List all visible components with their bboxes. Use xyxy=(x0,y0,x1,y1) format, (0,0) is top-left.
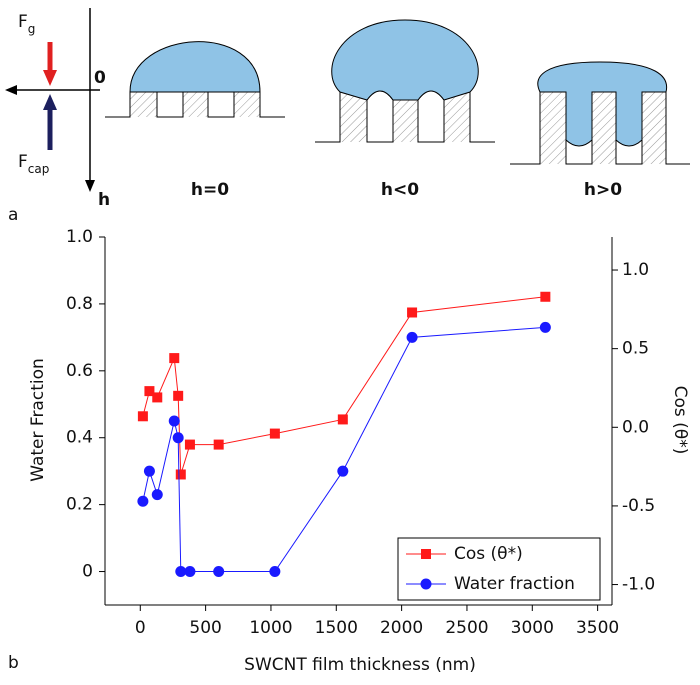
y2-tick-label: 0.0 xyxy=(622,417,649,437)
series-line xyxy=(142,296,546,475)
subscript: cap xyxy=(28,162,50,176)
y-tick-label: 1.0 xyxy=(66,227,93,247)
y2-tick-label: 1.0 xyxy=(622,260,649,280)
legend-box xyxy=(397,537,601,601)
chart: b SWCNT film thickness (nm) Water Fracti… xyxy=(8,227,690,675)
subscript: g xyxy=(28,22,36,36)
marker xyxy=(172,432,184,444)
marker xyxy=(137,495,149,507)
legend-label: Water fraction xyxy=(454,574,575,594)
arrowhead xyxy=(43,70,57,86)
axis-label: h xyxy=(98,190,110,210)
substrate xyxy=(540,92,666,164)
marker xyxy=(137,411,148,422)
arrowhead xyxy=(85,180,95,192)
x-axis-label: SWCNT film thickness (nm) xyxy=(244,655,476,675)
marker xyxy=(144,386,155,397)
symbol: F xyxy=(18,152,28,172)
marker xyxy=(540,291,551,302)
marker xyxy=(173,390,184,401)
y2-tick-label: -1.0 xyxy=(622,575,655,595)
marker xyxy=(143,465,155,477)
state-label: h<0 xyxy=(381,180,419,200)
y-tick-label: 0.6 xyxy=(66,361,93,381)
x-tick-label: 2500 xyxy=(445,618,488,638)
droplet xyxy=(129,41,261,93)
marker xyxy=(175,469,186,480)
marker xyxy=(406,331,418,343)
marker xyxy=(175,566,187,578)
marker xyxy=(152,392,163,403)
marker xyxy=(269,566,281,578)
pore xyxy=(207,91,235,118)
marker xyxy=(184,439,195,450)
y-tick-label: 0 xyxy=(82,562,93,582)
arrowhead xyxy=(43,94,57,110)
y2-tick-label: 0.5 xyxy=(622,339,649,359)
panel-label: b xyxy=(8,653,19,673)
panel-label: a xyxy=(8,205,18,225)
marker xyxy=(168,415,180,427)
x-tick-label: 1000 xyxy=(249,618,292,638)
legend-marker xyxy=(420,578,432,590)
arrowhead xyxy=(5,85,17,95)
marker xyxy=(539,321,551,333)
marker xyxy=(213,439,224,450)
y-axis-label: Water Fraction xyxy=(28,358,48,482)
x-tick-label: 1500 xyxy=(315,618,358,638)
marker xyxy=(337,414,348,425)
schematic: Fg Fcap 0 h h=0 h<0 h>0 a xyxy=(5,8,690,225)
y2-axis-label: Cos (θ*) xyxy=(670,386,690,455)
y-tick-label: 0.8 xyxy=(66,294,93,314)
droplet xyxy=(537,61,668,147)
x-tick-label: 500 xyxy=(189,618,221,638)
series-line xyxy=(142,326,546,573)
y-tick-label: 0.4 xyxy=(66,428,93,448)
state-label: h=0 xyxy=(191,180,229,200)
x-tick-label: 3500 xyxy=(576,618,619,638)
origin-label: 0 xyxy=(94,68,106,88)
legend-marker xyxy=(421,549,431,559)
x-tick-label: 3000 xyxy=(511,618,554,638)
symbol: F xyxy=(18,12,28,32)
legend-label: Cos (θ*) xyxy=(454,544,523,564)
marker xyxy=(213,566,225,578)
fg-label: Fg xyxy=(18,12,35,36)
substrate-outline xyxy=(105,91,285,118)
x-tick-label: 0 xyxy=(135,618,146,638)
marker xyxy=(407,307,418,318)
x-tick-label: 2000 xyxy=(380,618,423,638)
y-tick-label: 0.2 xyxy=(66,495,93,515)
droplet xyxy=(331,19,479,101)
fcap-label: Fcap xyxy=(18,152,49,176)
substrate xyxy=(130,92,260,117)
marker xyxy=(184,566,196,578)
state-label: h>0 xyxy=(584,180,622,200)
y2-tick-label: -0.5 xyxy=(622,496,655,516)
pore xyxy=(156,91,184,118)
marker xyxy=(151,489,163,501)
marker xyxy=(169,353,180,364)
marker xyxy=(337,465,349,477)
marker xyxy=(269,428,280,439)
